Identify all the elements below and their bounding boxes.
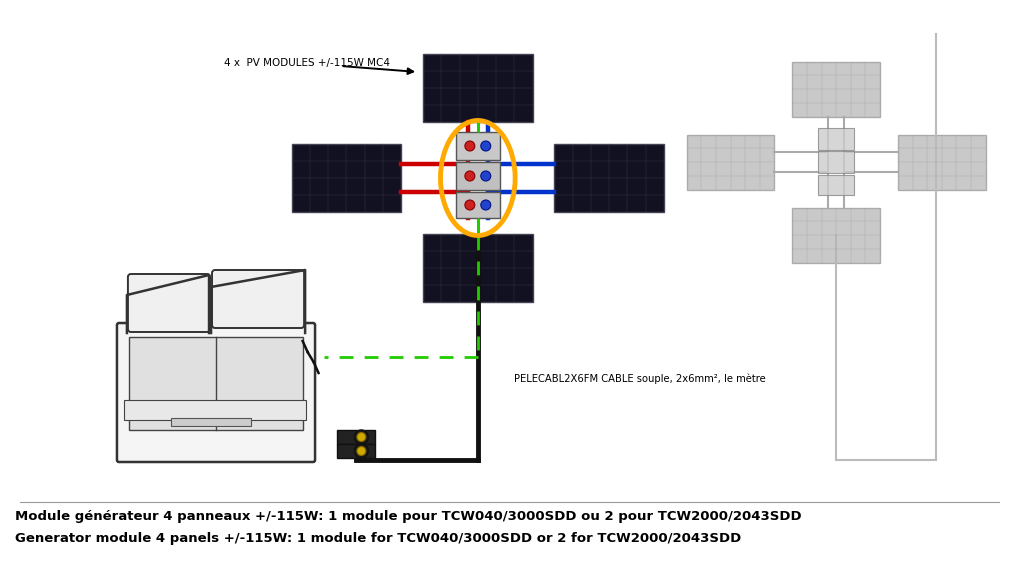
Circle shape [465,171,475,181]
Bar [171,418,251,426]
Text: PELECABL2X6FM CABLE souple, 2x6mm², le mètre: PELECABL2X6FM CABLE souple, 2x6mm², le m… [514,373,765,384]
Circle shape [465,141,475,151]
Circle shape [481,171,490,181]
Circle shape [465,200,475,210]
Bar [423,234,532,302]
Bar [687,135,774,190]
Bar [818,128,854,150]
Circle shape [357,432,366,442]
Bar [793,61,880,117]
Circle shape [481,141,490,151]
Bar [338,444,375,458]
Bar [554,144,664,212]
Bar [818,175,854,195]
FancyBboxPatch shape [117,323,315,462]
Text: Generator module 4 panels +/-115W: 1 module for TCW040/3000SDD or 2 for TCW2000/: Generator module 4 panels +/-115W: 1 mod… [15,532,741,545]
Bar [292,144,401,212]
Bar [456,132,500,160]
Text: Module générateur 4 panneaux +/-115W: 1 module pour TCW040/3000SDD ou 2 pour TCW: Module générateur 4 panneaux +/-115W: 1 … [15,510,802,523]
Bar [129,337,303,430]
Bar [124,400,306,420]
FancyBboxPatch shape [212,270,304,328]
Bar [818,151,854,173]
Circle shape [354,430,369,444]
Text: 4 x  PV MODULES +/-115W MC4: 4 x PV MODULES +/-115W MC4 [224,58,390,68]
Circle shape [354,444,369,458]
Bar [793,208,880,262]
FancyBboxPatch shape [128,274,210,332]
Bar [898,135,985,190]
Bar [456,192,500,218]
Circle shape [481,200,490,210]
Bar [423,54,532,122]
Bar [456,162,500,190]
Circle shape [357,446,366,455]
Bar [338,430,375,444]
